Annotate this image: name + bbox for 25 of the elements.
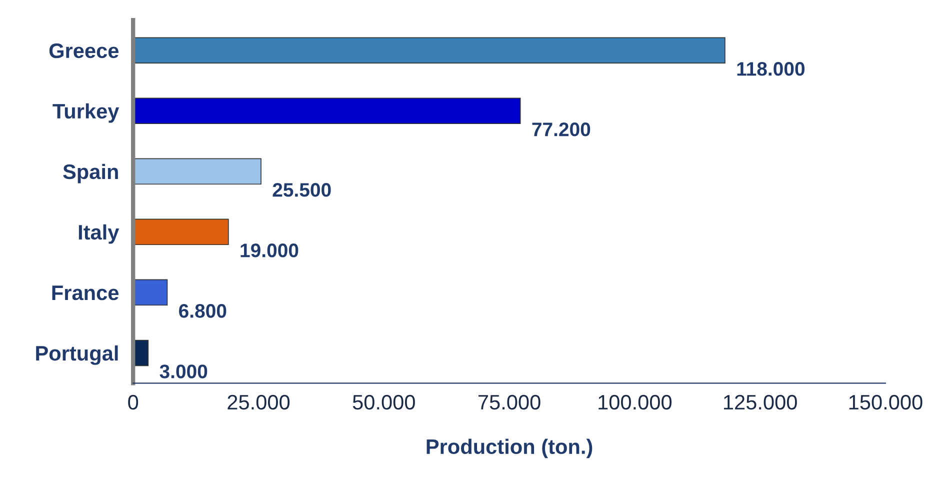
data-label: 6.800 bbox=[179, 304, 226, 318]
x-tick-label: 75.000 bbox=[478, 394, 540, 410]
x-tick-label: 50.000 bbox=[352, 394, 415, 410]
data-label: 77.200 bbox=[532, 122, 590, 136]
y-tick-label: France bbox=[52, 286, 119, 300]
bar bbox=[133, 279, 168, 306]
y-tick-label: Portugal bbox=[36, 345, 118, 365]
bar bbox=[133, 218, 229, 246]
x-tick-label: 150.000 bbox=[849, 394, 922, 410]
bar bbox=[133, 158, 262, 185]
x-tick-label: 125.000 bbox=[724, 394, 797, 410]
x-tick-label: 100.000 bbox=[598, 394, 672, 410]
data-label: 25.500 bbox=[272, 183, 331, 197]
y-tick-label: Spain bbox=[63, 164, 118, 184]
y-tick-label: Greece bbox=[49, 43, 119, 58]
bar bbox=[133, 98, 521, 124]
y-tick-label: Italy bbox=[78, 224, 120, 244]
data-label: 19.000 bbox=[240, 244, 298, 258]
bar bbox=[133, 37, 726, 64]
data-label: 118.000 bbox=[737, 62, 804, 76]
data-label: 3.000 bbox=[160, 364, 208, 378]
x-axis-title: Production (ton.) bbox=[426, 438, 592, 458]
x-tick-label: 0 bbox=[128, 394, 138, 410]
y-tick-label: Turkey bbox=[52, 103, 120, 123]
x-tick-label: 25.000 bbox=[228, 394, 290, 410]
